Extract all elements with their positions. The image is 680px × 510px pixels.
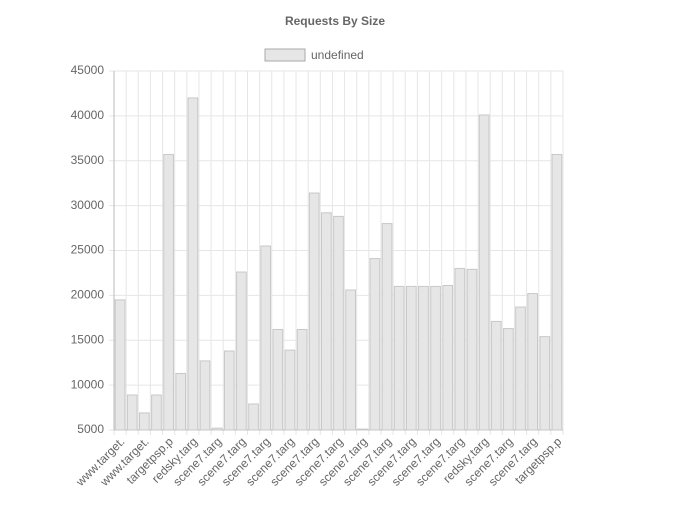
bar <box>442 285 454 431</box>
y-tick-label: 45000 <box>71 63 105 77</box>
bar <box>260 245 272 431</box>
bar <box>430 285 441 431</box>
legend-swatch[interactable] <box>264 48 306 62</box>
bar <box>515 306 526 431</box>
bar <box>393 285 405 431</box>
bar <box>503 328 514 431</box>
bar <box>333 215 344 431</box>
y-tick-label: 30000 <box>71 198 105 212</box>
bar <box>187 97 199 431</box>
bar <box>248 403 259 431</box>
y-tick-label: 5000 <box>77 422 104 436</box>
bar <box>223 350 235 431</box>
legend-label[interactable]: undefined <box>311 48 364 62</box>
bar <box>211 427 223 431</box>
bar <box>478 114 490 431</box>
bar <box>138 412 150 431</box>
bar <box>527 293 539 431</box>
y-tick-label: 40000 <box>71 108 105 122</box>
bar <box>381 223 393 431</box>
bar <box>296 328 308 431</box>
bar <box>126 394 138 431</box>
bar <box>539 336 551 431</box>
bar <box>551 153 563 431</box>
bar <box>308 192 320 431</box>
y-tick-label: 10000 <box>71 377 105 391</box>
y-tick-label: 35000 <box>71 153 105 167</box>
bar <box>369 258 381 431</box>
bar <box>175 372 187 431</box>
bar <box>466 268 478 431</box>
bar <box>284 349 296 431</box>
y-tick-label: 20000 <box>71 288 105 302</box>
y-tick-label: 25000 <box>71 243 105 257</box>
bar <box>454 267 466 431</box>
bar <box>490 320 502 431</box>
bar <box>151 394 162 431</box>
bar <box>418 285 429 431</box>
y-tick-label: 15000 <box>71 332 105 346</box>
bar <box>163 153 174 431</box>
chart-title: Requests By Size <box>285 14 385 28</box>
bar <box>321 212 332 431</box>
bar <box>272 328 284 431</box>
bar <box>405 285 417 431</box>
bar <box>345 289 356 431</box>
bar <box>114 299 126 431</box>
bar <box>357 428 369 431</box>
bar <box>236 271 247 431</box>
bar <box>199 360 211 431</box>
